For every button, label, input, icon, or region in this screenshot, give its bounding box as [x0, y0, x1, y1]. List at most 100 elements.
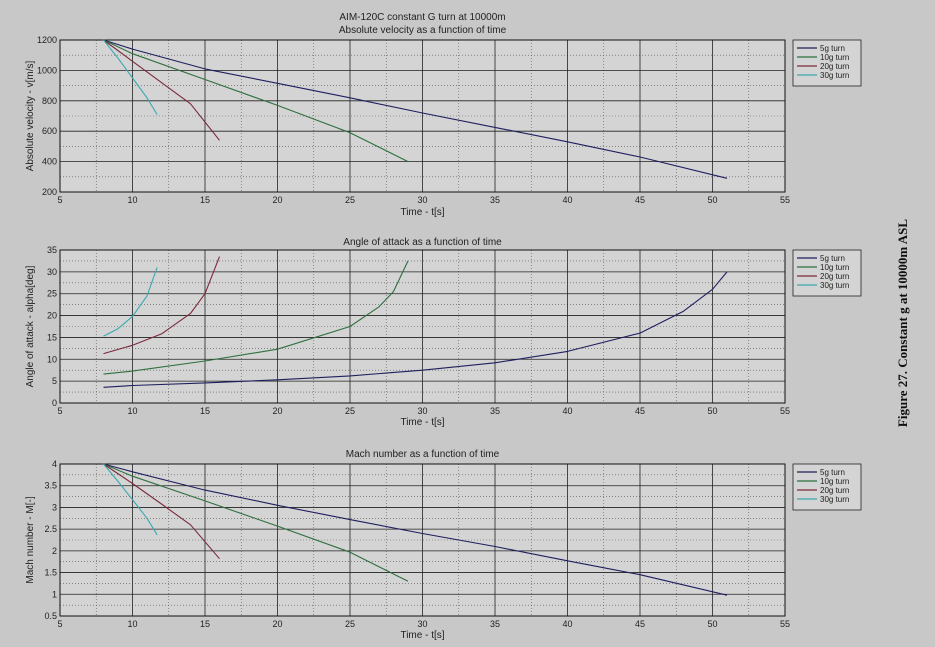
x-tick-label: 20 [272, 195, 282, 205]
x-tick-label: 55 [780, 406, 790, 416]
x-tick-label: 15 [200, 406, 210, 416]
series-line-1 [103, 39, 728, 179]
x-tick-label: 15 [200, 619, 210, 629]
x-axis-label: Time - t[s] [400, 417, 444, 428]
chart-panel-3: 5 10 15 20 25 30 35 40 45 50 55 0.5 1 1.5 2 2.5 3 3.5 4 Mac… [25, 449, 862, 641]
x-tick-label: 20 [272, 619, 282, 629]
legend-label: 20g turn [820, 486, 849, 495]
y-tick-label: 200 [42, 187, 57, 197]
x-tick-label: 45 [635, 406, 645, 416]
x-tick-label: 40 [562, 619, 572, 629]
x-tick-label: 5 [57, 406, 62, 416]
x-tick-label: 10 [127, 195, 137, 205]
legend-label: 30g turn [820, 71, 849, 80]
series-line-3 [103, 463, 220, 560]
y-tick-label: 1 [52, 589, 57, 599]
y-tick-label: 15 [47, 332, 57, 342]
x-tick-label: 25 [345, 195, 355, 205]
legend-label: 20g turn [820, 62, 849, 71]
x-tick-label: 50 [707, 406, 717, 416]
y-tick-label: 10 [47, 354, 57, 364]
y-tick-label: 5 [52, 376, 57, 386]
x-tick-label: 25 [345, 406, 355, 416]
chart-panel-1: 5 10 15 20 25 30 35 40 45 50 55 200 400 600 800 1000 120… [25, 12, 862, 218]
legend-label: 10g turn [820, 263, 849, 272]
chart-title: Angle of attack as a function of time [343, 237, 502, 248]
series-line-3 [103, 256, 221, 355]
x-tick-label: 45 [635, 619, 645, 629]
y-tick-label: 2 [52, 546, 57, 556]
x-tick-label: 5 [57, 195, 62, 205]
legend-label: 5g turn [820, 44, 845, 53]
y-tick-label: 800 [42, 96, 57, 106]
plot-frame [59, 249, 786, 404]
chart-panel-2: 5 10 15 20 25 30 35 40 45 50 5505101520253035Angle… [25, 237, 862, 428]
legend-label: 10g turn [820, 477, 849, 486]
y-tick-label: 25 [47, 289, 57, 299]
y-tick-label: 1200 [37, 35, 57, 45]
legend-label: 20g turn [820, 272, 849, 281]
y-tick-label: 0 [52, 398, 57, 408]
y-tick-label: 3.5 [44, 481, 57, 491]
x-tick-label: 20 [272, 406, 282, 416]
x-tick-label: 30 [417, 406, 427, 416]
x-tick-label: 40 [562, 195, 572, 205]
x-tick-label: 15 [200, 195, 210, 205]
x-tick-label: 10 [127, 619, 137, 629]
chart-title: Mach number as a function of time [346, 449, 500, 460]
series-line-2 [103, 260, 409, 375]
y-tick-label: 1000 [37, 65, 57, 75]
x-tick-label: 35 [490, 619, 500, 629]
plot-frame [59, 463, 786, 617]
x-tick-label: 30 [417, 195, 427, 205]
x-tick-label: 35 [490, 195, 500, 205]
x-tick-label: 10 [127, 406, 137, 416]
y-tick-label: 30 [47, 267, 57, 277]
chart-subtitle: Absolute velocity as a function of time [339, 25, 507, 36]
figure-caption: Figure 27. Constant g at 10000m ASL [895, 218, 910, 428]
series-line-3 [103, 39, 220, 141]
series-line-1 [103, 271, 728, 388]
x-tick-label: 50 [707, 195, 717, 205]
series-line-4 [103, 267, 158, 337]
y-tick-label: 1.5 [44, 568, 57, 578]
series-line-4 [103, 463, 158, 536]
y-tick-label: 3 [52, 502, 57, 512]
x-tick-label: 35 [490, 406, 500, 416]
x-tick-label: 55 [780, 195, 790, 205]
x-tick-label: 45 [635, 195, 645, 205]
legend-label: 30g turn [820, 281, 849, 290]
x-tick-label: 5 [57, 619, 62, 629]
y-axis-label: Mach number - M[-] [25, 496, 36, 583]
series-line-1 [103, 463, 728, 596]
y-tick-label: 400 [42, 157, 57, 167]
legend-label: 5g turn [820, 254, 845, 263]
x-tick-label: 55 [780, 619, 790, 629]
y-axis-label: Absolute velocity - v[m/s] [25, 60, 36, 171]
y-axis-label: Angle of attack - alpha[deg] [25, 265, 36, 387]
plot-frame [59, 39, 786, 193]
series-line-2 [103, 39, 409, 163]
legend-label: 10g turn [820, 53, 849, 62]
x-axis-label: Time - t[s] [400, 207, 444, 218]
x-axis-label: Time - t[s] [400, 630, 444, 641]
y-tick-label: 2.5 [44, 524, 57, 534]
x-tick-label: 30 [417, 619, 427, 629]
chart-title: AIM-120C constant G turn at 10000m [339, 12, 505, 23]
y-tick-label: 20 [47, 311, 57, 321]
legend-label: 5g turn [820, 468, 845, 477]
y-tick-label: 35 [47, 245, 57, 255]
y-tick-label: 600 [42, 126, 57, 136]
x-tick-label: 25 [345, 619, 355, 629]
series-line-2 [103, 463, 409, 582]
legend-label: 30g turn [820, 495, 849, 504]
series-line-4 [103, 39, 158, 115]
x-tick-label: 40 [562, 406, 572, 416]
y-tick-label: 0.5 [44, 611, 57, 621]
y-tick-label: 4 [52, 459, 57, 469]
x-tick-label: 50 [707, 619, 717, 629]
